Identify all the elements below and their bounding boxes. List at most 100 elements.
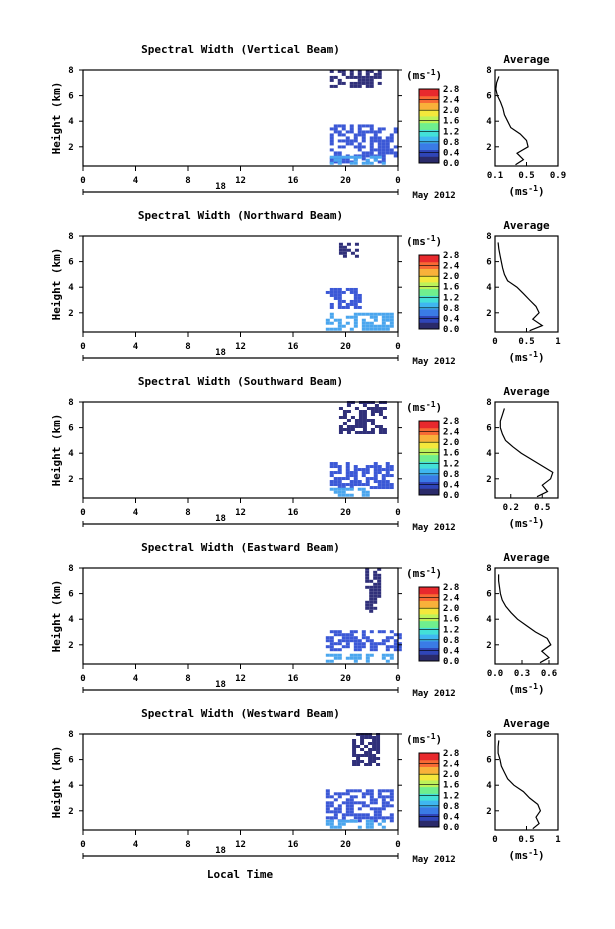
heatmap-cell: [369, 81, 374, 85]
x-tick-label: 20: [340, 674, 351, 684]
heatmap-cell: [370, 419, 375, 422]
heatmap-cell: [329, 302, 334, 306]
heatmap-cell: [374, 407, 379, 410]
heatmap-cell: [337, 486, 342, 490]
heatmap-cell: [389, 139, 394, 143]
heatmap-cell: [372, 739, 377, 742]
heatmap-cell: [372, 742, 377, 745]
heatmap-cell: [325, 807, 330, 811]
heatmap-cell: [370, 428, 375, 431]
colorbar-tick-label: 1.6: [443, 615, 459, 625]
heatmap-cell: [393, 645, 398, 649]
panel-title: Spectral Width (Northward Beam): [138, 209, 343, 222]
heatmap-cell: [360, 739, 365, 742]
heatmap-cell: [389, 792, 394, 796]
x-tick-label: 8: [185, 674, 190, 684]
average-frame: [494, 733, 559, 831]
colorbar-tick-label: 2.8: [443, 85, 459, 95]
heatmap-cell: [357, 825, 362, 829]
heatmap-cell: [358, 413, 363, 416]
heatmap-cell: [352, 751, 357, 754]
colorbar-segment: [419, 268, 439, 276]
heatmap-cell: [381, 801, 386, 805]
heatmap-cell: [381, 798, 386, 802]
heatmap-cell: [365, 789, 370, 793]
heatmap-cell: [362, 431, 367, 434]
colorbar-tick-label: 2.4: [443, 428, 460, 438]
heatmap-cell: [341, 477, 346, 481]
heatmap-cell: [365, 573, 370, 577]
heatmap-cell: [329, 639, 334, 643]
heatmap-cell: [325, 290, 330, 294]
x-tick-label: 12: [235, 840, 246, 850]
heatmap-cell: [353, 483, 358, 487]
heatmap-cell: [329, 75, 334, 79]
heatmap-cell: [338, 245, 343, 249]
heatmap-cell: [369, 609, 374, 613]
heatmap-cell: [369, 639, 374, 643]
heatmap-cell: [333, 653, 338, 657]
heatmap-cell: [373, 155, 378, 159]
heatmap-cell: [381, 145, 386, 149]
heatmap-cell: [341, 633, 346, 637]
heatmap-cell: [369, 594, 374, 598]
heatmap-cell: [369, 84, 374, 88]
heatmap-cell: [366, 431, 371, 434]
heatmap-cell: [353, 801, 358, 805]
heatmap-cell: [361, 804, 366, 808]
heatmap-cell: [353, 639, 358, 643]
heatmap-cell: [373, 819, 378, 823]
heatmap-cell: [364, 736, 369, 739]
heatmap-cell: [337, 819, 342, 823]
heatmap-cell: [342, 245, 347, 249]
heatmap-cell: [385, 483, 390, 487]
colorbar-tick-label: 1.2: [443, 459, 459, 469]
heatmap-cell: [341, 822, 346, 826]
heatmap-cell: [325, 822, 330, 826]
heatmap-cell: [353, 290, 358, 294]
average-title: Average: [503, 717, 550, 730]
heatmap-cell: [365, 151, 370, 155]
colorbar-segment: [419, 468, 439, 476]
heatmap-cell: [346, 428, 351, 431]
heatmap-cell: [345, 130, 350, 134]
y-tick-label: 8: [68, 66, 73, 76]
heatmap-cell: [349, 810, 354, 814]
heatmap-cell: [361, 642, 366, 646]
heatmap-cell: [361, 474, 366, 478]
heatmap-cell: [373, 136, 378, 140]
colorbar-segment: [419, 142, 439, 151]
heatmap-cell: [345, 807, 350, 811]
heatmap-cell: [373, 816, 378, 820]
heatmap-cell: [349, 493, 354, 497]
heatmap-cell: [354, 407, 359, 410]
colorbar-segment: [419, 136, 439, 144]
x-tick-label: 20: [340, 176, 351, 186]
heatmap-cell: [385, 327, 390, 331]
x-tick-label: 0: [395, 840, 400, 850]
heatmap-cell: [352, 745, 357, 748]
heatmap-cell: [350, 251, 355, 255]
heatmap-cell: [333, 798, 338, 802]
heatmap-cell: [357, 72, 362, 76]
heatmap-cell: [362, 410, 367, 413]
average-x-tick-label: 1: [555, 835, 560, 845]
heatmap-cell: [349, 483, 354, 487]
heatmap-cell: [337, 293, 342, 297]
heatmap-cell: [357, 130, 362, 134]
heatmap-cell: [377, 142, 382, 146]
heatmap-cell: [345, 302, 350, 306]
heatmap-cell: [382, 431, 387, 434]
date-label: May 2012: [412, 357, 455, 367]
heatmap-cell: [329, 78, 334, 82]
heatmap-cell: [333, 287, 338, 291]
heatmap-cell: [369, 151, 374, 155]
heatmap-cell: [342, 416, 347, 419]
heatmap-cell: [346, 425, 351, 428]
heatmap-cell: [361, 801, 366, 805]
heatmap-cell: [369, 312, 374, 316]
heatmap-cell: [365, 636, 370, 640]
heatmap-cell: [377, 324, 382, 328]
heatmap-cell: [361, 324, 366, 328]
heatmap-cell: [353, 636, 358, 640]
